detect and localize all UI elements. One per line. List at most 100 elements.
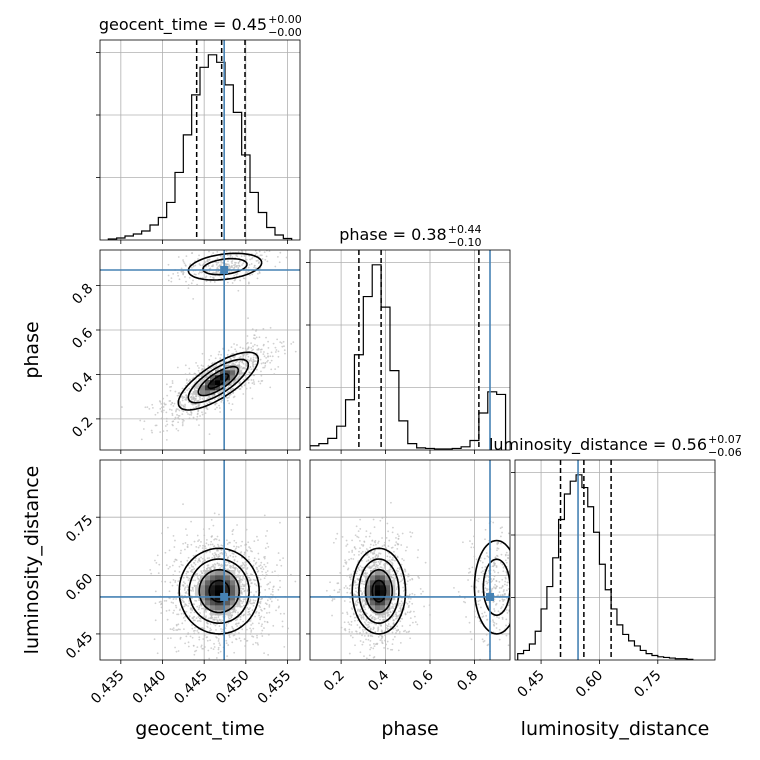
- sample-point: [250, 357, 252, 360]
- sample-point: [183, 262, 186, 265]
- sample-point: [198, 263, 201, 265]
- sample-point: [216, 549, 218, 552]
- sample-point: [372, 568, 375, 570]
- sample-point: [361, 643, 364, 646]
- sample-point: [393, 635, 396, 638]
- title-main: phase = 0.38: [339, 225, 446, 244]
- sample-point: [523, 552, 525, 554]
- sample-point: [354, 581, 357, 584]
- sample-point: [198, 254, 200, 257]
- sample-point: [379, 519, 382, 522]
- sample-point: [370, 622, 373, 624]
- sample-point: [346, 591, 349, 594]
- sample-point: [268, 605, 271, 608]
- sample-point: [351, 549, 354, 552]
- sample-point: [520, 641, 522, 643]
- density-content: [100, 250, 313, 453]
- sample-point: [205, 615, 207, 618]
- sample-point: [181, 421, 184, 424]
- sample-point: [171, 380, 174, 382]
- sample-point: [201, 373, 204, 375]
- sample-point: [397, 535, 400, 538]
- sample-point: [493, 563, 496, 565]
- sample-point: [168, 590, 171, 593]
- sample-point: [419, 588, 422, 590]
- sample-point: [363, 541, 366, 543]
- sample-point: [238, 260, 241, 263]
- sample-point: [405, 583, 408, 586]
- sample-point: [187, 579, 190, 582]
- sample-point: [205, 610, 207, 613]
- sample-point: [362, 618, 365, 620]
- sample-point: [210, 616, 213, 618]
- sample-point: [279, 341, 282, 344]
- sample-point: [274, 265, 277, 268]
- sample-point: [174, 581, 177, 584]
- sample-point: [362, 604, 365, 607]
- sample-point: [358, 626, 361, 629]
- sample-point: [250, 368, 253, 371]
- sample-point: [348, 623, 351, 626]
- sample-point: [194, 264, 197, 267]
- sample-point: [207, 649, 210, 652]
- sample-point: [374, 567, 377, 570]
- sample-point: [365, 612, 368, 615]
- sample-point: [178, 565, 181, 568]
- sample-point: [199, 612, 201, 614]
- sample-point: [262, 328, 265, 330]
- sample-point: [184, 619, 187, 622]
- sample-point: [404, 549, 407, 552]
- sample-point: [196, 629, 199, 632]
- sample-point: [194, 406, 197, 409]
- sample-point: [190, 266, 193, 269]
- sample-point: [249, 598, 252, 601]
- sample-point: [271, 355, 274, 358]
- sample-point: [258, 614, 260, 617]
- sample-point: [247, 346, 250, 349]
- sample-point: [355, 525, 358, 528]
- sample-point: [225, 625, 228, 627]
- sample-point: [368, 621, 371, 624]
- sample-point: [179, 451, 181, 453]
- sample-point: [256, 348, 259, 351]
- sample-point: [220, 563, 223, 566]
- sample-point: [311, 327, 313, 329]
- density-cell: [205, 590, 211, 596]
- sample-point: [242, 620, 245, 623]
- sample-point: [239, 606, 242, 608]
- sample-point: [235, 638, 237, 640]
- sample-point: [200, 607, 203, 610]
- sample-point: [260, 632, 263, 635]
- sample-point: [406, 602, 409, 605]
- sample-point: [198, 403, 201, 405]
- sample-point: [195, 361, 197, 364]
- sample-point: [160, 600, 162, 603]
- sample-point: [501, 578, 504, 581]
- sample-point: [225, 642, 228, 645]
- sample-point: [479, 559, 482, 562]
- sample-point: [259, 382, 262, 385]
- sample-point: [242, 575, 245, 578]
- sample-point: [186, 534, 188, 537]
- sample-point: [354, 619, 356, 622]
- sample-point: [178, 278, 181, 281]
- sample-point: [190, 520, 192, 523]
- density-cell: [210, 380, 216, 386]
- sample-point: [360, 578, 363, 581]
- sample-point: [188, 276, 191, 279]
- sample-point: [235, 609, 237, 612]
- sample-point: [513, 620, 515, 622]
- sample-point: [203, 367, 206, 370]
- x-tick-label: 0.4: [365, 667, 392, 694]
- sample-point: [250, 582, 253, 585]
- sample-point: [381, 517, 384, 519]
- sample-point: [203, 611, 206, 613]
- sample-point: [409, 531, 412, 534]
- sample-point: [341, 535, 344, 538]
- sample-point: [199, 560, 202, 563]
- sample-point: [196, 561, 199, 563]
- sample-point: [512, 591, 514, 593]
- sample-point: [201, 557, 204, 560]
- sample-point: [228, 550, 231, 553]
- sample-point: [196, 386, 199, 388]
